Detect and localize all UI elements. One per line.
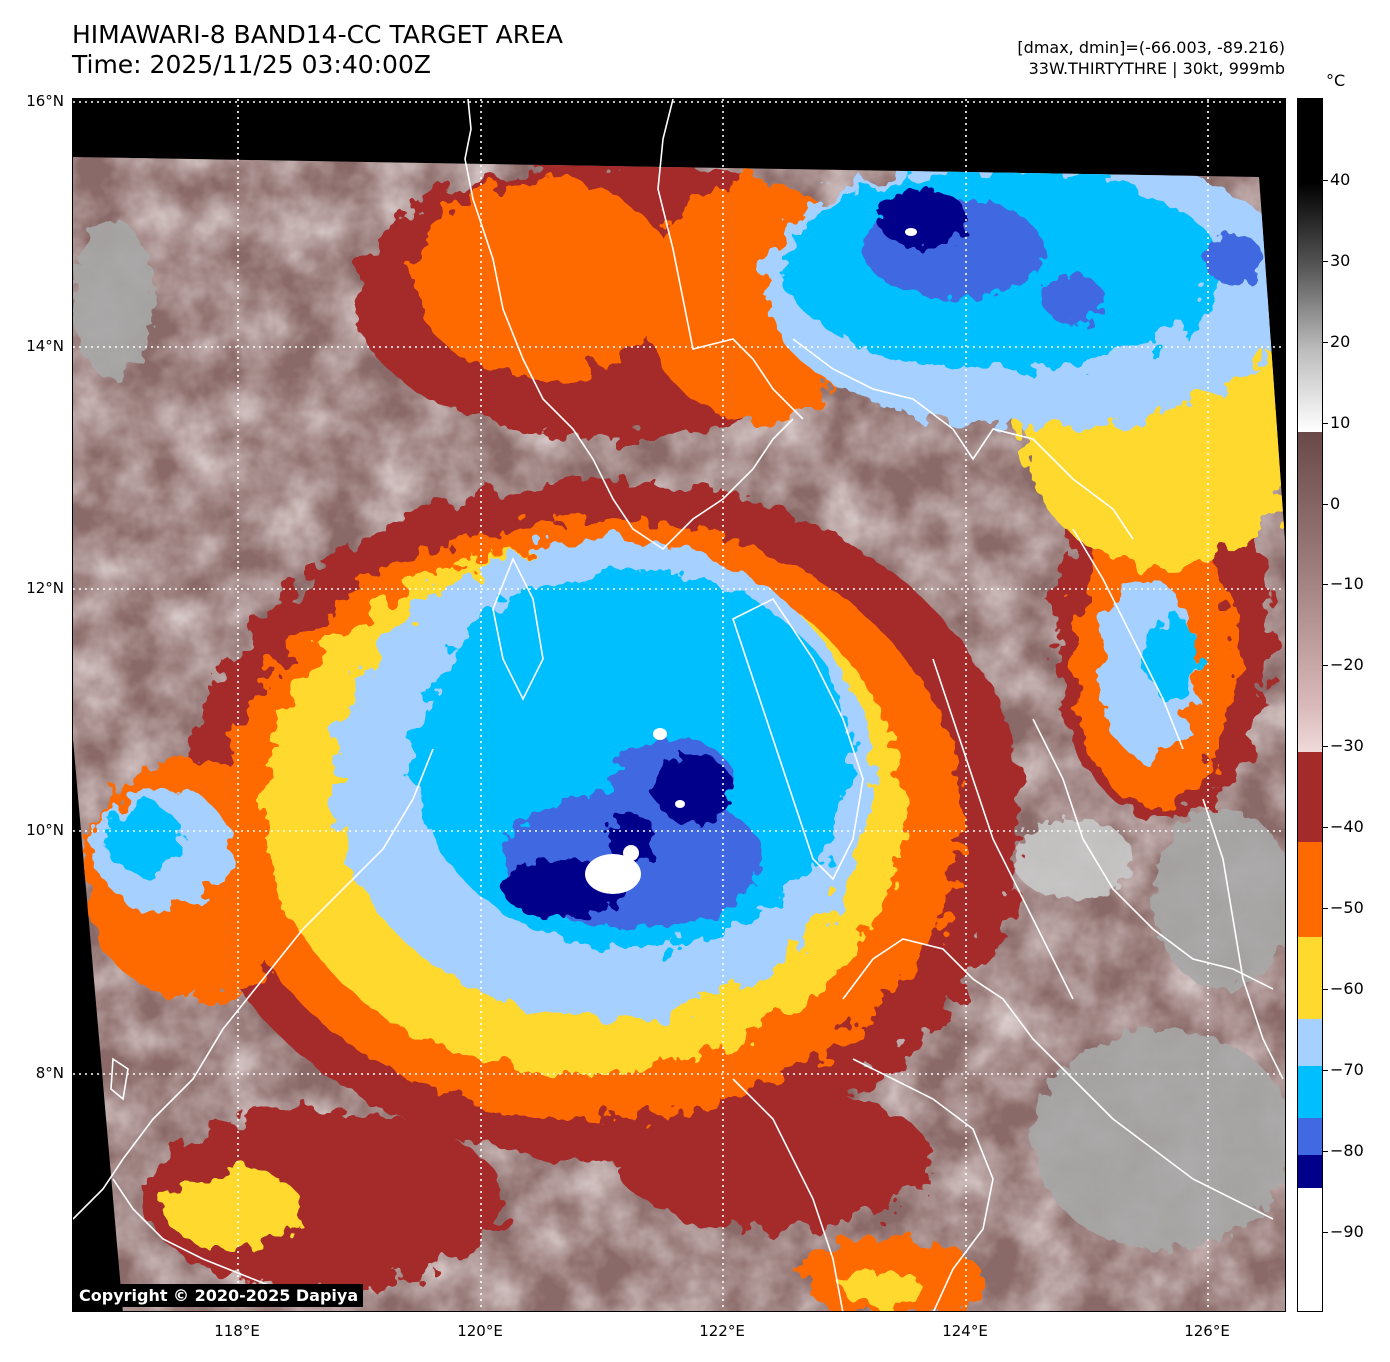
lat-label-10n: 10°N (26, 821, 64, 839)
lat-label-14n: 14°N (26, 337, 64, 355)
colorbar-tick (1323, 1232, 1328, 1233)
lon-label-118e: 118°E (214, 1322, 260, 1340)
map-title: HIMAWARI-8 BAND14-CC TARGET AREA (72, 20, 564, 49)
colorbar-tick (1323, 989, 1328, 990)
colorbar-label-minus30: −30 (1330, 736, 1364, 755)
colorbar-tick (1323, 1070, 1328, 1071)
colorbar-label-minus50: −50 (1330, 898, 1364, 917)
colorbar-label-10: 10 (1330, 413, 1351, 432)
colorbar-label-20: 20 (1330, 332, 1351, 351)
colorbar-darkred-segment (1298, 752, 1322, 842)
storm-name-intensity: 33W.THIRTYTHRE | 30kt, 999mb (1028, 59, 1285, 78)
storm-info: [dmax, dmin]=(-66.003, -89.216) 33W.THIR… (1017, 37, 1285, 79)
colorbar-lightblue-segment (1298, 1019, 1322, 1066)
colorbar-navy-segment (1298, 1155, 1322, 1188)
dmax-dmin-range: [dmax, dmin]=(-66.003, -89.216) (1017, 38, 1285, 57)
lat-label-16n: 16°N (26, 92, 64, 110)
lon-label-124e: 124°E (942, 1322, 988, 1340)
colorbar-label-minus70: −70 (1330, 1060, 1364, 1079)
colorbar-white-segment (1298, 1188, 1322, 1311)
colorbar-label-minus40: −40 (1330, 817, 1364, 836)
colorbar-tick (1323, 665, 1328, 666)
colorbar-tick (1323, 1151, 1328, 1152)
colorbar-yellow-segment (1298, 937, 1322, 1019)
colorbar (1297, 98, 1323, 1312)
colorbar-tick (1323, 423, 1328, 424)
lat-label-12n: 12°N (26, 579, 64, 597)
lon-label-120e: 120°E (457, 1322, 503, 1340)
copyright-notice: Copyright © 2020-2025 Dapiya (74, 1284, 364, 1307)
colorbar-tick (1323, 827, 1328, 828)
colorbar-tick (1323, 584, 1328, 585)
colorbar-gray-segment (1298, 99, 1322, 432)
lon-label-126e: 126°E (1184, 1322, 1230, 1340)
colorbar-tick (1323, 342, 1328, 343)
colorbar-label-0: 0 (1330, 494, 1341, 513)
colorbar-label-minus60: −60 (1330, 979, 1364, 998)
colorbar-tick (1323, 180, 1328, 181)
colorbar-label-minus80: −80 (1330, 1141, 1364, 1160)
colorbar-label-40: 40 (1330, 170, 1351, 189)
colorbar-label-minus20: −20 (1330, 655, 1364, 674)
colorbar-unit: °C (1326, 71, 1346, 90)
colorbar-orange-segment (1298, 842, 1322, 937)
colorbar-tick (1323, 504, 1328, 505)
colorbar-tick (1323, 746, 1328, 747)
lat-label-8n: 8°N (35, 1064, 64, 1082)
colorbar-tick (1323, 261, 1328, 262)
colorbar-tick (1323, 908, 1328, 909)
colorbar-cyan-segment (1298, 1066, 1322, 1118)
colorbar-brown-segment (1298, 432, 1322, 752)
colorbar-label-minus10: −10 (1330, 574, 1364, 593)
satellite-map[interactable] (72, 98, 1286, 1312)
colorbar-label-minus90: −90 (1330, 1222, 1364, 1241)
colorbar-label-30: 30 (1330, 251, 1351, 270)
colorbar-royalblue-segment (1298, 1118, 1322, 1155)
lon-label-122e: 122°E (699, 1322, 745, 1340)
satellite-imagery (73, 99, 1285, 1311)
map-time: Time: 2025/11/25 03:40:00Z (72, 50, 431, 79)
